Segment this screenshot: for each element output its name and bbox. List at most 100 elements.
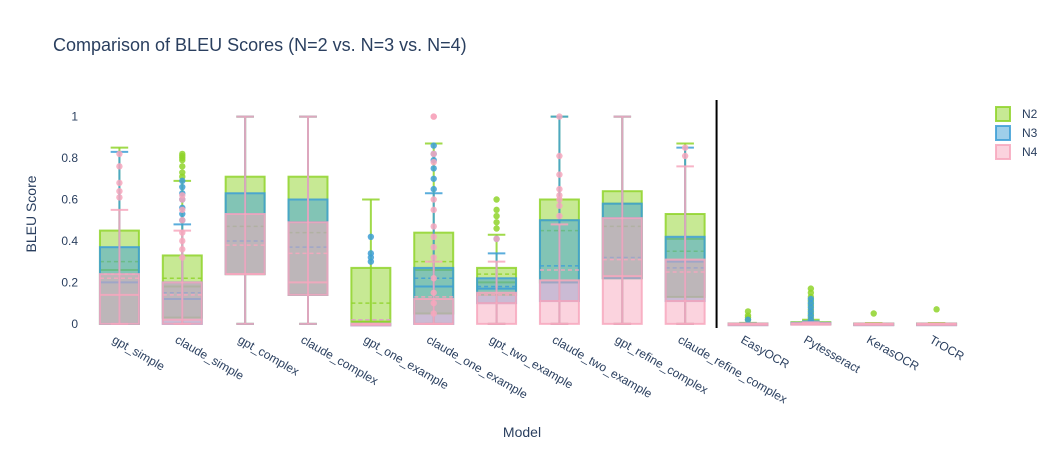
outlier-point	[179, 217, 186, 224]
x-tick-label: claude_refine_complex	[676, 332, 790, 406]
outlier-point	[430, 175, 437, 182]
box-N4-gpt_refine_complex[interactable]	[601, 115, 643, 325]
outlier-point	[430, 158, 437, 166]
y-tick-label: 0.8	[61, 151, 78, 165]
iqr-box	[476, 291, 518, 325]
outlier-point	[870, 310, 877, 317]
outlier-point	[179, 150, 186, 158]
iqr-box	[287, 221, 329, 296]
outlier-point	[430, 196, 437, 203]
outlier-point	[179, 246, 186, 253]
outlier-point	[681, 152, 689, 160]
outlier-point	[493, 225, 500, 232]
outlier-point	[681, 144, 689, 151]
chart-title: Comparison of BLEU Scores (N=2 vs. N=3 v…	[53, 35, 467, 55]
outlier-point	[179, 183, 186, 191]
outlier-point	[179, 192, 186, 199]
outlier-point	[179, 206, 186, 214]
outlier-point	[807, 295, 815, 303]
outlier-point	[493, 235, 500, 243]
outlier-point	[556, 113, 563, 120]
outlier-point	[556, 152, 563, 160]
iqr-box	[350, 266, 392, 323]
outlier-point	[430, 275, 437, 282]
legend-item-N3[interactable]: N3	[995, 125, 1038, 141]
outlier-point	[430, 142, 437, 149]
box-N4-claude_refine_complex[interactable]	[664, 144, 706, 325]
x-tick-label: gpt_simple	[110, 332, 168, 373]
box-N4-claude_simple[interactable]	[161, 192, 203, 325]
iqr-box	[538, 279, 580, 325]
box-N3-Pytesseract[interactable]	[790, 295, 832, 326]
box-N4-gpt_simple[interactable]	[98, 150, 140, 325]
box-N4-gpt_complex[interactable]	[224, 115, 266, 325]
outlier-point	[116, 150, 123, 158]
outlier-point	[556, 212, 563, 220]
outlier-point	[744, 316, 752, 323]
outlier-point	[430, 310, 437, 317]
legend-label: N3	[1022, 126, 1038, 140]
outlier-point	[116, 179, 123, 187]
legend-swatch	[995, 144, 1011, 160]
outlier-point	[556, 192, 563, 199]
y-axis-label: BLEU Score	[23, 175, 39, 252]
box-N4-claude_two_example[interactable]	[538, 113, 580, 325]
plot-area	[98, 100, 958, 328]
legend-swatch	[995, 125, 1011, 141]
outlier-point	[807, 285, 815, 292]
outlier-point	[179, 237, 186, 245]
box-N4-TrOCR[interactable]	[916, 322, 958, 327]
iqr-box	[664, 258, 706, 325]
legend-item-N4[interactable]: N4	[995, 144, 1038, 160]
iqr-box	[224, 213, 266, 276]
outlier-point	[493, 206, 500, 214]
legend[interactable]: N2 N3 N4	[995, 106, 1038, 160]
iqr-box	[161, 281, 203, 325]
outlier-point	[116, 188, 123, 195]
x-tick-label: TrOCR	[927, 332, 967, 363]
x-tick-label: Pytesseract	[801, 332, 863, 376]
outlier-point	[556, 171, 563, 178]
outlier-point	[493, 212, 500, 220]
outlier-point	[179, 177, 186, 185]
x-tick-label: KerasOCR	[864, 332, 922, 373]
outlier-point	[556, 202, 563, 209]
legend-label: N4	[1022, 145, 1038, 159]
box-N4-claude_one_example[interactable]	[413, 113, 455, 325]
legend-item-N2[interactable]: N2	[995, 106, 1038, 122]
outlier-point	[933, 306, 940, 313]
box-N4-gpt_one_example[interactable]	[350, 318, 392, 327]
box-N4-Pytesseract[interactable]	[790, 321, 832, 326]
legend-label: N2	[1022, 107, 1038, 121]
iqr-box	[98, 273, 140, 325]
outlier-point	[116, 194, 123, 201]
outlier-point	[493, 196, 500, 203]
y-tick-label: 0.2	[61, 275, 78, 289]
outlier-point	[430, 206, 437, 214]
outlier-point	[430, 289, 437, 296]
iqr-box	[601, 217, 643, 325]
x-tick-label: EasyOCR	[739, 332, 792, 371]
outlier-point	[430, 185, 437, 193]
box-N2-TrOCR[interactable]	[916, 306, 958, 326]
outlier-point	[367, 250, 375, 257]
outlier-point	[179, 254, 186, 261]
outlier-point	[430, 243, 437, 251]
y-tick-label: 1	[71, 110, 78, 124]
x-axis-label: Model	[503, 424, 541, 440]
outlier-point	[367, 233, 375, 240]
box-N4-KerasOCR[interactable]	[853, 322, 895, 327]
outlier-point	[430, 150, 437, 158]
y-tick-label: 0	[71, 317, 78, 331]
y-tick-label: 0.4	[61, 234, 78, 248]
box-N4-claude_complex[interactable]	[287, 115, 329, 325]
outlier-point	[556, 185, 563, 193]
y-axis-ticks: 0 0.2 0.4 0.6 0.8 1	[61, 110, 78, 331]
box-N4-gpt_two_example[interactable]	[476, 235, 518, 325]
x-tick-label: claude_one_example	[424, 332, 530, 401]
outlier-point	[430, 223, 437, 230]
box-N4-EasyOCR[interactable]	[727, 322, 769, 327]
y-tick-label: 0.6	[61, 192, 78, 206]
